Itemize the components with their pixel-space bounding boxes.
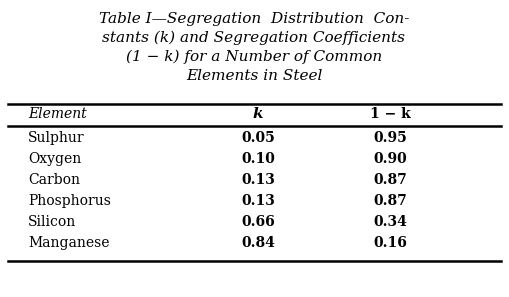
- Text: stants (k) and Segregation Coefficients: stants (k) and Segregation Coefficients: [102, 31, 406, 45]
- Text: 0.90: 0.90: [373, 152, 407, 166]
- Text: Oxygen: Oxygen: [28, 152, 81, 166]
- Text: Elements in Steel: Elements in Steel: [186, 69, 322, 83]
- Text: 0.10: 0.10: [241, 152, 275, 166]
- Text: 0.87: 0.87: [373, 194, 407, 208]
- Text: 0.16: 0.16: [373, 236, 407, 250]
- Text: Table I—Segregation  Distribution  Con-: Table I—Segregation Distribution Con-: [99, 12, 409, 26]
- Text: (1 − k) for a Number of Common: (1 − k) for a Number of Common: [126, 50, 382, 64]
- Text: Carbon: Carbon: [28, 173, 80, 187]
- Text: Phosphorus: Phosphorus: [28, 194, 111, 208]
- Text: Silicon: Silicon: [28, 215, 76, 229]
- Text: 0.66: 0.66: [241, 215, 275, 229]
- Text: Sulphur: Sulphur: [28, 131, 84, 145]
- Text: 0.13: 0.13: [241, 194, 275, 208]
- Text: 0.05: 0.05: [241, 131, 275, 145]
- Text: 1 − k: 1 − k: [370, 107, 410, 121]
- Text: 0.84: 0.84: [241, 236, 275, 250]
- Text: 0.13: 0.13: [241, 173, 275, 187]
- Text: 0.95: 0.95: [373, 131, 407, 145]
- Text: Manganese: Manganese: [28, 236, 109, 250]
- Text: Element: Element: [28, 107, 87, 121]
- Text: 0.87: 0.87: [373, 173, 407, 187]
- Text: 0.34: 0.34: [373, 215, 407, 229]
- Text: k: k: [252, 107, 263, 121]
